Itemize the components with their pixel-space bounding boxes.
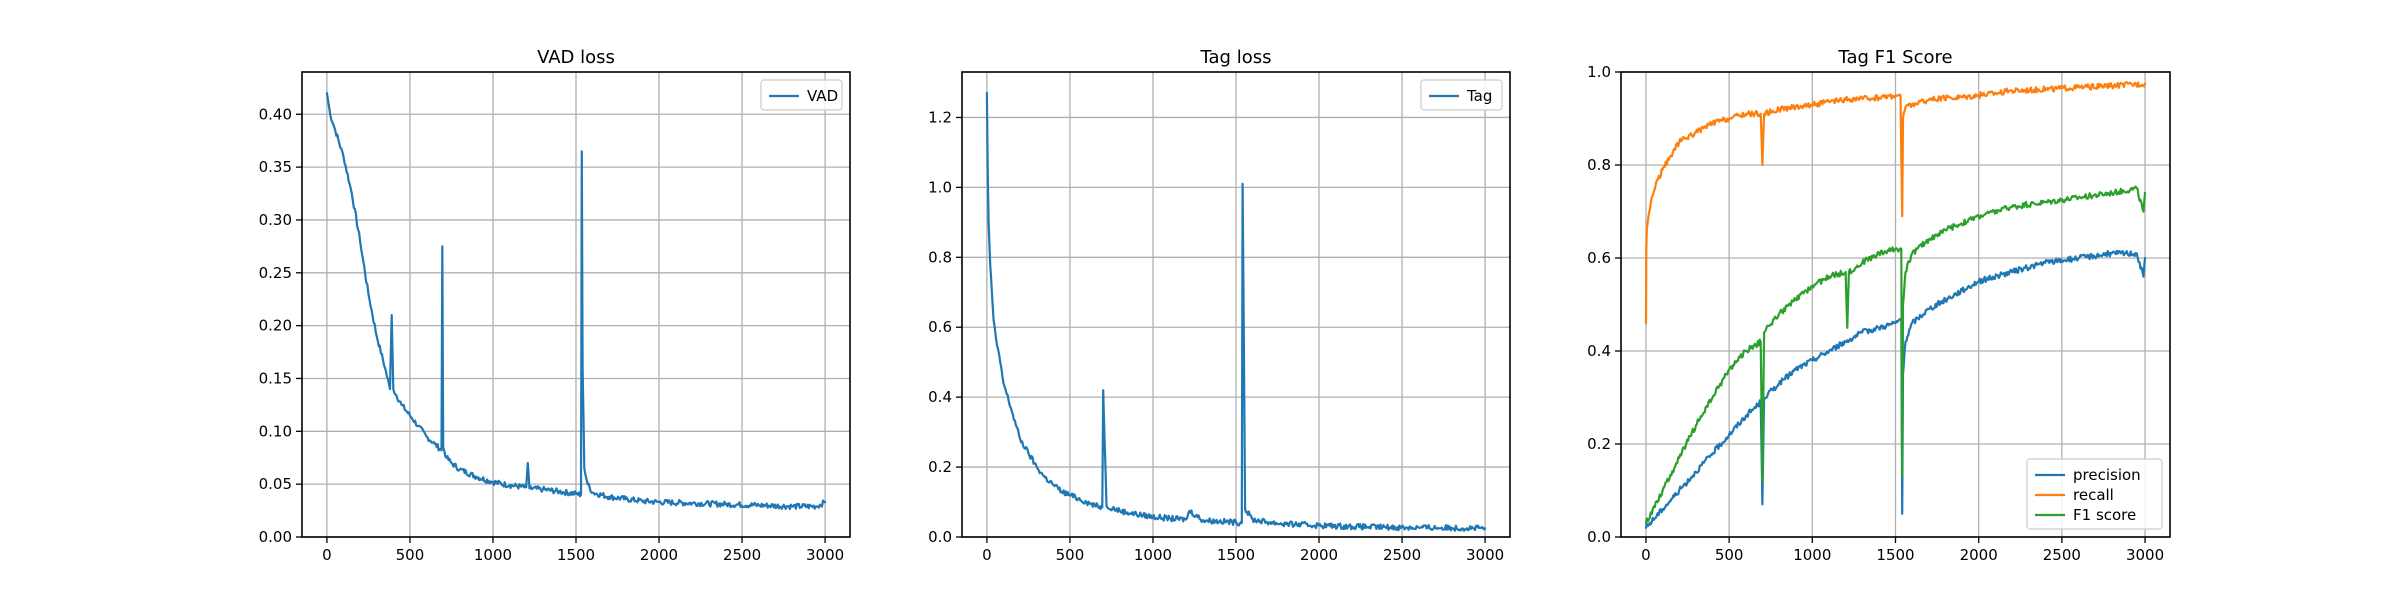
axis-ticks: 0 500 1000 1500 2000 2500 3000 0.00 0.05 0.10 0.15… [259, 105, 845, 564]
panel-tag-f1-score: Tag F1 Score 0 500 1000 1500 2000 2500 3000 0.0… [1587, 47, 2171, 564]
axis-ticks: 0 500 1000 1500 2000 2500 3000 0.0 0.2 0.4 0.6 0.8 1… [1587, 63, 2164, 564]
x-tick-label: 0 [982, 546, 992, 564]
x-tick-label: 1000 [474, 546, 512, 564]
x-tick-label: 2000 [1300, 546, 1338, 564]
x-tick-label: 3000 [806, 546, 844, 564]
y-tick-label: 0.2 [928, 458, 952, 476]
x-tick-label: 3000 [1466, 546, 1504, 564]
y-tick-label: 0.15 [259, 369, 292, 387]
legend: Tag [1420, 79, 1503, 111]
x-tick-label: 1500 [557, 546, 595, 564]
series-line-tag [985, 91, 1487, 532]
y-tick-label: 0.20 [259, 317, 292, 335]
series-line-f1-score [1644, 185, 2147, 525]
legend-label: F1 score [2073, 506, 2136, 524]
panel-tag-loss: Tag loss 0 500 1000 1500 2000 2500 30000.00.20… [928, 47, 1511, 564]
legend: precision recall F1 score [2026, 458, 2163, 530]
y-tick-label: 0.40 [259, 105, 292, 123]
x-tick-label: 1000 [1793, 546, 1831, 564]
x-tick-label: 2000 [1960, 546, 1998, 564]
y-tick-label: 0.0 [928, 528, 952, 546]
y-tick-label: 0.00 [259, 528, 292, 546]
x-tick-label: 2500 [1383, 546, 1421, 564]
x-tick-label: 2500 [723, 546, 761, 564]
legend-label: precision [2073, 466, 2141, 484]
y-tick-label: 0.8 [928, 248, 952, 266]
axis-ticks: 0 500 1000 1500 2000 2500 3000 0.0 0.2 0.4 0.6 0.8 1… [928, 108, 1504, 564]
x-tick-label: 1000 [1134, 546, 1172, 564]
x-tick-label: 3000 [2126, 546, 2164, 564]
chart-title: VAD loss [537, 47, 615, 68]
y-tick-label: 0.8 [1587, 156, 1611, 174]
x-tick-label: 500 [1715, 546, 1744, 564]
x-tick-label: 500 [396, 546, 425, 564]
y-tick-label: 0.05 [259, 475, 292, 493]
series-line-precision [1644, 249, 2147, 529]
x-tick-label: 2500 [2043, 546, 2081, 564]
x-tick-label: 0 [1641, 546, 1651, 564]
y-tick-label: 0.0 [1587, 528, 1611, 546]
legend-box [760, 79, 843, 111]
y-tick-label: 1.2 [928, 108, 952, 126]
y-tick-label: 0.30 [259, 211, 292, 229]
y-tick-label: 0.35 [259, 158, 292, 176]
y-tick-label: 1.0 [1587, 63, 1611, 81]
y-tick-label: 0.4 [1587, 342, 1611, 360]
plot-area [985, 91, 1487, 532]
legend-label: Tag [1466, 87, 1492, 105]
panel-vad-loss: VAD loss 0 500 1000 1500 2000 2500 3000 0.00 0.0… [259, 47, 851, 564]
x-tick-label: 1500 [1217, 546, 1255, 564]
y-tick-label: 1.0 [928, 178, 952, 196]
chart-title: Tag loss [1200, 47, 1272, 68]
y-tick-label: 0.2 [1587, 435, 1611, 453]
legend-label: VAD [807, 87, 838, 105]
legend: VAD [760, 79, 843, 111]
y-tick-label: 0.6 [1587, 249, 1611, 267]
chart-title: Tag F1 Score [1837, 47, 1952, 68]
x-tick-label: 500 [1056, 546, 1085, 564]
x-tick-label: 2000 [640, 546, 678, 564]
y-tick-label: 0.6 [928, 318, 952, 336]
y-tick-label: 0.4 [928, 388, 952, 406]
legend-label: recall [2073, 486, 2114, 504]
y-tick-label: 0.25 [259, 264, 292, 282]
plot-area [325, 91, 827, 511]
x-tick-label: 0 [322, 546, 332, 564]
series-line-vad [325, 91, 827, 511]
plot-area [1644, 81, 2147, 529]
y-tick-label: 0.10 [259, 422, 292, 440]
series-line-recall [1644, 81, 2147, 325]
legend-box [2026, 458, 2163, 530]
legend-box [1420, 79, 1503, 111]
x-tick-label: 1500 [1876, 546, 1914, 564]
